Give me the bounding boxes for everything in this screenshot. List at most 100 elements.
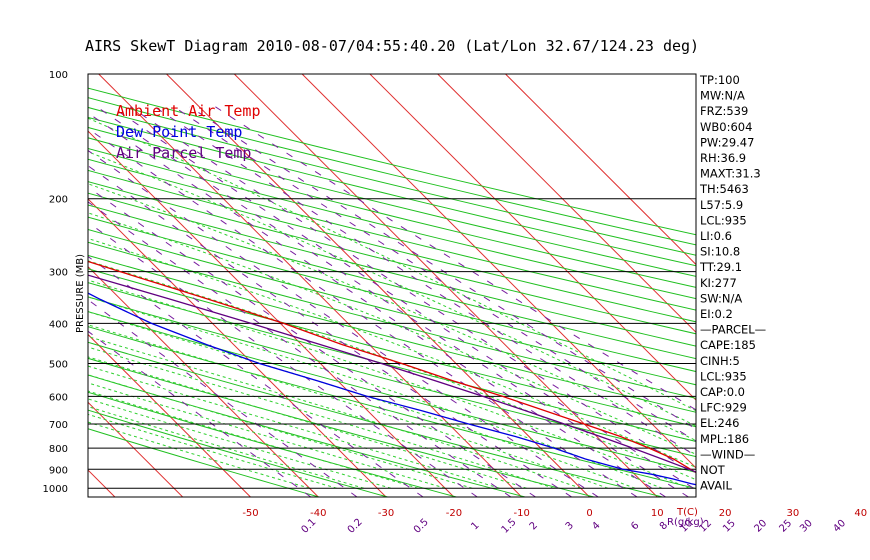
isotherm-line	[437, 74, 696, 334]
pressure-tick-label: 800	[49, 444, 68, 455]
mixing-ratio-tick-label: 25	[777, 518, 794, 535]
dry-adiabat-line	[88, 97, 696, 246]
pressure-tick-label: 300	[49, 268, 68, 279]
dry-adiabat-line	[88, 181, 696, 335]
index-item: EI:0.2	[700, 307, 733, 321]
mixing-ratio-line	[96, 106, 689, 497]
mixing-ratio-tick-label: 6	[629, 520, 641, 532]
index-item: CAPE:185	[700, 338, 756, 352]
bottom-temp-tick-label: 10	[651, 508, 664, 519]
dry-adiabat-line	[88, 147, 696, 300]
dry-adiabat-line	[88, 374, 526, 497]
index-item: CAP:0.0	[700, 385, 745, 399]
mixing-ratio-tick-label: 0.2	[346, 517, 365, 536]
dry-adiabat-line	[88, 341, 663, 497]
dry-adiabat-line	[88, 106, 696, 256]
isotherm-line	[88, 265, 319, 497]
dry-adiabat-line	[88, 254, 696, 413]
bottom-temp-tick-label: 40	[854, 508, 867, 519]
pressure-tick-label: 700	[49, 420, 68, 431]
index-item: MPL:186	[700, 432, 749, 446]
moist-adiabat-line	[88, 356, 527, 489]
dry-adiabat-line	[88, 204, 696, 360]
pressure-tick-label: 1000	[43, 484, 68, 495]
isotherm-line	[301, 74, 696, 469]
index-item: —WIND—	[700, 447, 755, 461]
index-item: LFC:929	[700, 401, 747, 415]
mixing-ratio-line	[88, 201, 512, 497]
mixing-ratio-line	[88, 128, 638, 497]
isotherm-line	[88, 198, 387, 497]
bottom-temp-tick-label: -40	[310, 508, 326, 519]
moist-adiabat-line	[88, 390, 419, 489]
dry-adiabat-line	[88, 428, 320, 497]
index-item: TP:100	[699, 73, 740, 87]
y-axis-label: PRESSURE (MB)	[75, 254, 86, 333]
index-item: LI:0.6	[700, 229, 732, 243]
index-item: TH:5463	[699, 182, 749, 196]
mixing-ratio-tick-label: 0.5	[412, 517, 431, 536]
bottom-temp-tick-label: -30	[378, 508, 394, 519]
x-axis-label: T(C)	[676, 507, 698, 518]
index-item: EL:246	[700, 416, 740, 430]
mixing-ratio-tick-label: 30	[798, 518, 815, 535]
sounding-profiles	[88, 260, 696, 486]
bottom-temp-tick-label: -50	[242, 508, 258, 519]
index-item: AVAIL	[700, 479, 733, 493]
mixing-ratio-tick-label: 2	[528, 520, 540, 532]
dry-adiabat-line	[88, 282, 696, 442]
index-item: TT:29.1	[699, 260, 742, 274]
pressure-tick-label: 500	[49, 360, 68, 371]
legend-entry: Air Parcel Temp	[116, 144, 251, 162]
dry-adiabat-line	[88, 296, 696, 458]
moist-adiabat-line	[88, 406, 364, 489]
dry-adiabat-line	[88, 116, 696, 267]
mixing-ratio-tick-label: 4	[590, 520, 602, 532]
pressure-tick-label: 100	[49, 70, 68, 81]
mixing-ratio-tick-label: 1.5	[500, 517, 519, 536]
isotherm-line	[505, 74, 696, 266]
pressure-tick-label: 900	[49, 465, 68, 476]
mixing-ratio-line	[88, 186, 536, 497]
index-item: MAXT:31.3	[700, 167, 761, 181]
dry-adiabat-line	[88, 158, 696, 311]
moist-adiabat-line	[88, 335, 581, 489]
moist-adiabat-line	[88, 324, 608, 489]
mixing-ratio-tick-label: 40	[831, 518, 848, 535]
mixing-ratio-line	[88, 165, 572, 497]
dry-adiabats	[88, 87, 696, 497]
moist-adiabat-line	[88, 365, 500, 489]
moist-adiabat-line	[88, 398, 392, 489]
bottom-temp-tick-label: -20	[446, 508, 462, 519]
isotherm-line	[88, 333, 251, 497]
dry-adiabat-line	[88, 169, 696, 323]
mixing-ratio-unit-label: R(g/kg)	[667, 517, 704, 528]
dry-adiabat-line	[88, 241, 696, 399]
index-item: LCL:935	[700, 213, 747, 227]
index-item: NOT	[700, 463, 726, 477]
bottom-temp-tick-label: 0	[586, 508, 592, 519]
legend: Ambient Air Temp Dew Point Temp Air Parcel…	[116, 102, 261, 162]
profile-dew-point-temp	[88, 292, 696, 486]
mixing-ratio-tick-label: 0.1	[299, 517, 318, 536]
dry-adiabat-line	[88, 357, 595, 497]
index-item: FRZ:539	[700, 104, 748, 118]
profile-air-parcel-temp	[88, 274, 696, 473]
profile-ambient-air-temp	[88, 260, 696, 474]
legend-entry: Dew Point Temp	[116, 123, 242, 141]
dry-adiabat-line	[88, 311, 696, 473]
index-item: —PARCEL—	[700, 323, 766, 337]
dry-adiabat-line	[88, 228, 696, 386]
moist-adiabat-line	[88, 374, 473, 489]
isotherm-line	[88, 401, 184, 497]
index-item: SI:10.8	[700, 245, 740, 259]
index-item: L57:5.9	[700, 198, 743, 212]
index-item: WB0:604	[700, 120, 752, 134]
mixing-ratio-line	[88, 221, 478, 497]
mixing-ratio-line	[88, 330, 312, 497]
index-item: SW:N/A	[700, 291, 742, 305]
index-item: RH:36.9	[700, 151, 746, 165]
pressure-tick-label: 400	[49, 319, 68, 330]
mixing-ratio-line	[215, 106, 696, 411]
